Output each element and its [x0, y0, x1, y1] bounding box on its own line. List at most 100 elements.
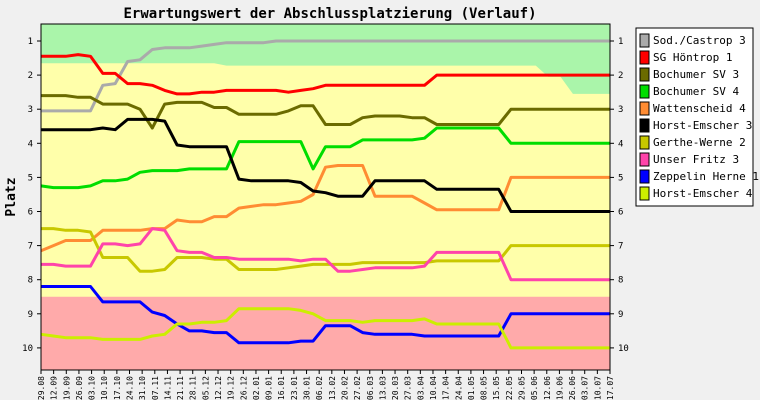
y-tick-label: 7 [28, 242, 33, 252]
y-tick-label-right: 8 [618, 276, 623, 286]
legend-label: Wattenscheid 4 [653, 102, 746, 115]
x-tick-label: 13.02 [328, 376, 337, 400]
x-tick-label: 20.02 [341, 376, 350, 400]
x-tick-label: 28.11 [189, 376, 198, 400]
legend-label: Horst-Emscher 3 [653, 119, 752, 132]
series-line-4 [40, 126, 610, 190]
x-tick-label: 08.05 [480, 376, 489, 400]
x-tick-label: 26.09 [75, 376, 84, 400]
y-tick-label-right: 6 [618, 208, 623, 218]
legend-swatch [639, 67, 650, 82]
x-tick-label: 16.01 [277, 376, 286, 400]
x-tick-label: 26.12 [239, 376, 248, 400]
x-tick-label: 23.01 [290, 376, 299, 400]
x-tick-label: 12.12 [214, 376, 223, 400]
legend-label: SG Höntrop 1 [653, 51, 732, 64]
legend-swatch [639, 33, 650, 48]
x-tick-label: 05.12 [201, 376, 210, 400]
legend-swatch [639, 169, 650, 184]
y-tick-label-right: 1 [618, 37, 623, 47]
x-tick-label: 26.06 [568, 376, 577, 400]
series-line-7 [41, 227, 610, 273]
x-tick-label: 27.03 [404, 376, 413, 400]
x-tick-label: 22.05 [505, 376, 514, 400]
legend-swatch [639, 84, 650, 99]
x-tick-label: 24.10 [126, 376, 135, 400]
y-tick-label-right: 5 [618, 173, 623, 183]
legend-swatch [639, 152, 650, 167]
series-line-3 [41, 94, 610, 130]
legend-swatch [639, 101, 650, 116]
y-tick-label: 8 [28, 276, 33, 286]
lines-layer [40, 39, 610, 350]
x-tick-label: 30.01 [303, 376, 312, 400]
x-tick-label: 10.07 [593, 376, 602, 400]
legend-swatch [639, 118, 650, 133]
y-tick-label: 6 [28, 208, 33, 218]
series-line-6 [41, 117, 610, 213]
legend-swatch [639, 50, 650, 65]
x-tick-label: 01.05 [467, 376, 476, 400]
x-tick-label: 31.10 [138, 376, 147, 400]
series-line-2 [41, 53, 610, 96]
x-tick-label: 17.10 [113, 376, 122, 400]
x-tick-label: 21.11 [176, 376, 185, 400]
x-tick-label: 24.04 [454, 376, 463, 400]
x-tick-label: 03.10 [88, 376, 97, 400]
x-tick-label: 19.12 [227, 376, 236, 400]
y-tick-label-right: 4 [618, 139, 623, 149]
plot-frame [40, 23, 611, 371]
zones-layer [41, 24, 610, 370]
zone-relegation [41, 296, 610, 370]
x-tick-label: 12.06 [543, 376, 552, 400]
legend-label: Bochumer SV 3 [653, 68, 739, 81]
x-tick-label: 02.01 [252, 376, 261, 400]
legend-swatch [639, 186, 650, 201]
y-tick-label: 5 [28, 173, 33, 183]
x-tick-label: 03.04 [416, 376, 425, 400]
legend-frame [635, 27, 754, 207]
legend-label: Unser Fritz 3 [653, 153, 739, 166]
x-tick-label: 15.05 [492, 376, 501, 400]
series-line-1 [41, 39, 610, 113]
x-tick-label: 09.01 [265, 376, 274, 400]
legend-label: Sod./Castrop 3 [653, 34, 746, 47]
x-tick-label: 29.08 [37, 376, 46, 400]
x-tick-label: 13.03 [378, 376, 387, 400]
y-axis-right: 1 2 3 4 5 6 7 8 9 10 [610, 37, 629, 354]
legend-label: Bochumer SV 4 [653, 85, 739, 98]
legend-label: Horst-Emscher 4 [653, 187, 753, 200]
x-tick-label: 06.03 [366, 376, 375, 400]
x-tick-label: 07.11 [151, 376, 160, 400]
x-tick-label: 10.10 [100, 376, 109, 400]
x-tick-label: 17.07 [606, 376, 615, 400]
x-tick-label: 19.09 [62, 376, 71, 400]
y-tick-label: 9 [28, 310, 33, 320]
y-tick-label-right: 7 [618, 242, 623, 252]
series-line-10 [40, 307, 610, 350]
y-axis-label: Platz [4, 177, 19, 216]
series-line-9 [41, 285, 610, 345]
x-tick-label: 20.03 [391, 376, 400, 400]
series-line-8 [41, 227, 610, 282]
y-tick-label: 4 [28, 139, 33, 149]
y-tick-label: 2 [28, 71, 33, 81]
chart-title: Erwartungswert der Abschlussplatzierung … [123, 6, 536, 22]
x-tick-label: 05.06 [530, 376, 539, 400]
x-tick-label: 10.04 [429, 376, 438, 400]
y-tick-label: 1 [28, 37, 33, 47]
legend-swatch [639, 135, 650, 150]
y-axis-left: 1 2 3 4 5 6 7 8 9 10 [22, 37, 41, 354]
y-tick-label-right: 3 [618, 105, 623, 115]
y-tick-label-right: 2 [618, 71, 623, 81]
series-line-5 [40, 164, 610, 253]
x-tick-label: 12.09 [50, 376, 59, 400]
y-tick-label: 3 [28, 105, 33, 115]
legend-label: Zeppelin Herne 1 [653, 170, 759, 183]
x-tick-label: 17.04 [442, 376, 451, 400]
y-tick-label: 10 [22, 344, 33, 354]
x-tick-label: 06.02 [315, 376, 324, 400]
x-tick-label: 19.06 [555, 376, 564, 400]
x-tick-label: 29.05 [518, 376, 527, 400]
